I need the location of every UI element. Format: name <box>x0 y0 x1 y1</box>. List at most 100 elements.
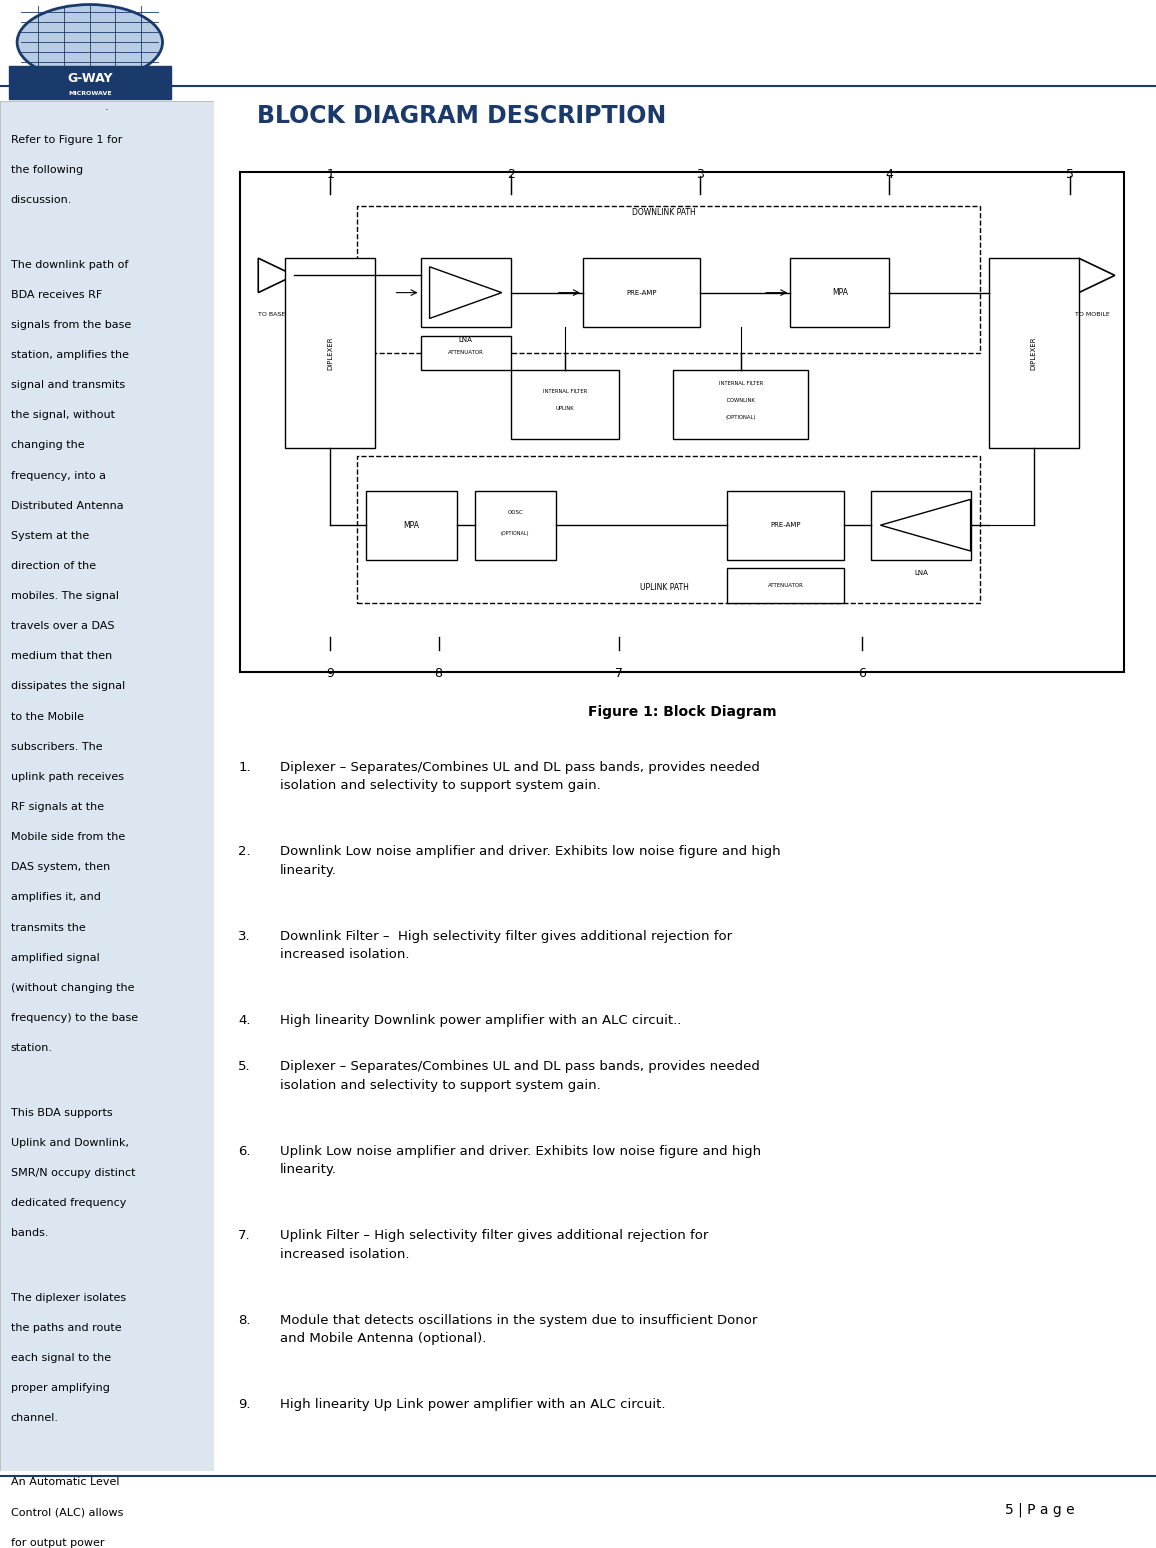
Text: Uplink Filter – High selectivity filter gives additional rejection for: Uplink Filter – High selectivity filter … <box>280 1229 709 1241</box>
Text: amplifies it, and: amplifies it, and <box>10 893 101 902</box>
Bar <box>357 457 979 602</box>
Bar <box>286 259 376 447</box>
Text: station, amplifies the: station, amplifies the <box>10 350 128 361</box>
Bar <box>421 336 511 370</box>
Text: High linearity Downlink power amplifier with an ALC circuit..: High linearity Downlink power amplifier … <box>280 1014 681 1028</box>
Bar <box>421 259 511 327</box>
Text: dissipates the signal: dissipates the signal <box>10 681 125 692</box>
Text: 3.: 3. <box>238 930 251 943</box>
Text: linearity.: linearity. <box>280 1163 336 1176</box>
Text: uplink path receives: uplink path receives <box>10 772 124 782</box>
Text: 3: 3 <box>696 167 704 181</box>
Text: 5: 5 <box>1066 167 1074 181</box>
Text: 4.: 4. <box>238 1014 251 1028</box>
Text: 2: 2 <box>506 167 514 181</box>
Text: changing the: changing the <box>10 440 84 450</box>
Text: 8: 8 <box>435 667 443 680</box>
Text: G-WAY: G-WAY <box>67 73 112 85</box>
Text: The downlink path of: The downlink path of <box>10 260 128 269</box>
Text: (OPTIONAL): (OPTIONAL) <box>501 531 529 536</box>
Text: ATTENUATOR: ATTENUATOR <box>768 584 803 588</box>
Bar <box>673 370 808 440</box>
Text: bands.: bands. <box>10 1228 49 1238</box>
Text: Downlink Filter –  High selectivity filter gives additional rejection for: Downlink Filter – High selectivity filte… <box>280 930 732 943</box>
Text: UPLINK: UPLINK <box>556 407 575 412</box>
Bar <box>366 491 457 560</box>
Text: 9.: 9. <box>238 1398 251 1412</box>
Text: .: . <box>105 102 109 111</box>
Text: MICROWAVE: MICROWAVE <box>68 91 112 96</box>
Text: ODSC: ODSC <box>507 509 524 515</box>
Text: DAS system, then: DAS system, then <box>10 862 110 873</box>
Text: Diplexer – Separates/Combines UL and DL pass bands, provides needed: Diplexer – Separates/Combines UL and DL … <box>280 760 759 774</box>
Text: MPA: MPA <box>832 288 847 297</box>
Bar <box>583 259 701 327</box>
Text: the paths and route: the paths and route <box>10 1322 121 1333</box>
Bar <box>791 259 889 327</box>
Text: isolation and selectivity to support system gain.: isolation and selectivity to support sys… <box>280 779 600 793</box>
Text: travels over a DAS: travels over a DAS <box>10 621 114 632</box>
Text: (OPTIONAL): (OPTIONAL) <box>726 415 756 420</box>
Text: increased isolation.: increased isolation. <box>280 949 409 961</box>
Text: frequency) to the base: frequency) to the base <box>10 1012 138 1023</box>
Text: 8.: 8. <box>238 1314 251 1327</box>
Text: linearity.: linearity. <box>280 864 336 876</box>
Text: increased isolation.: increased isolation. <box>280 1248 409 1260</box>
Text: mobiles. The signal: mobiles. The signal <box>10 591 119 601</box>
Text: UPLINK PATH: UPLINK PATH <box>639 584 689 593</box>
Text: 5.: 5. <box>238 1060 251 1073</box>
Text: Refer to Figure 1 for: Refer to Figure 1 for <box>10 135 123 146</box>
Text: INTERNAL FILTER: INTERNAL FILTER <box>719 381 763 385</box>
Text: DOWNLINK PATH: DOWNLINK PATH <box>632 207 696 217</box>
Bar <box>475 491 556 560</box>
Text: to the Mobile: to the Mobile <box>10 712 83 721</box>
Text: 9: 9 <box>326 667 334 680</box>
Text: 7.: 7. <box>238 1229 251 1241</box>
Bar <box>357 206 979 353</box>
Text: Uplink and Downlink,: Uplink and Downlink, <box>10 1138 128 1147</box>
Text: Downlink Low noise amplifier and driver. Exhibits low noise figure and high: Downlink Low noise amplifier and driver.… <box>280 845 780 858</box>
Text: BLOCK DIAGRAM DESCRIPTION: BLOCK DIAGRAM DESCRIPTION <box>257 104 666 128</box>
Text: 1: 1 <box>326 167 334 181</box>
Text: INTERNAL FILTER: INTERNAL FILTER <box>542 389 587 395</box>
Text: An Automatic Level: An Automatic Level <box>10 1477 119 1488</box>
Text: (without changing the: (without changing the <box>10 983 134 992</box>
Text: Module that detects oscillations in the system due to insufficient Donor: Module that detects oscillations in the … <box>280 1314 757 1327</box>
Text: BDA receives RF: BDA receives RF <box>10 289 102 300</box>
Text: This BDA supports: This BDA supports <box>10 1107 112 1118</box>
Text: 6: 6 <box>859 667 866 680</box>
Bar <box>727 568 844 602</box>
Text: LNA: LNA <box>459 337 473 344</box>
Text: proper amplifying: proper amplifying <box>10 1382 110 1393</box>
Text: station.: station. <box>10 1043 53 1053</box>
Text: LNA: LNA <box>914 570 928 576</box>
Text: 5 | P a g e: 5 | P a g e <box>1006 1502 1075 1517</box>
Text: Distributed Antenna: Distributed Antenna <box>10 500 124 511</box>
Text: 1.: 1. <box>238 760 251 774</box>
Bar <box>511 370 618 440</box>
Text: channel.: channel. <box>10 1413 59 1423</box>
Text: 6.: 6. <box>238 1144 251 1158</box>
Text: MPA: MPA <box>403 520 420 529</box>
Text: for output power: for output power <box>10 1537 104 1548</box>
Text: 2.: 2. <box>238 845 251 858</box>
Bar <box>872 491 971 560</box>
Text: medium that then: medium that then <box>10 652 112 661</box>
Text: High linearity Up Link power amplifier with an ALC circuit.: High linearity Up Link power amplifier w… <box>280 1398 665 1412</box>
Text: isolation and selectivity to support system gain.: isolation and selectivity to support sys… <box>280 1079 600 1091</box>
Text: amplified signal: amplified signal <box>10 952 99 963</box>
Text: SMR/N occupy distinct: SMR/N occupy distinct <box>10 1167 135 1178</box>
Text: Uplink Low noise amplifier and driver. Exhibits low noise figure and high: Uplink Low noise amplifier and driver. E… <box>280 1144 761 1158</box>
Text: DIPLEXER: DIPLEXER <box>327 336 333 370</box>
Bar <box>8 67 171 99</box>
Text: frequency, into a: frequency, into a <box>10 471 105 480</box>
Text: PRE-AMP: PRE-AMP <box>627 289 657 296</box>
Text: the signal, without: the signal, without <box>10 410 114 420</box>
Text: Mobile side from the: Mobile side from the <box>10 833 125 842</box>
Text: dedicated frequency: dedicated frequency <box>10 1198 126 1207</box>
Text: PRE-AMP: PRE-AMP <box>771 522 801 528</box>
Ellipse shape <box>17 5 163 80</box>
Text: Control (ALC) allows: Control (ALC) allows <box>10 1508 123 1517</box>
Text: 7: 7 <box>615 667 623 680</box>
Text: signals from the base: signals from the base <box>10 320 131 330</box>
